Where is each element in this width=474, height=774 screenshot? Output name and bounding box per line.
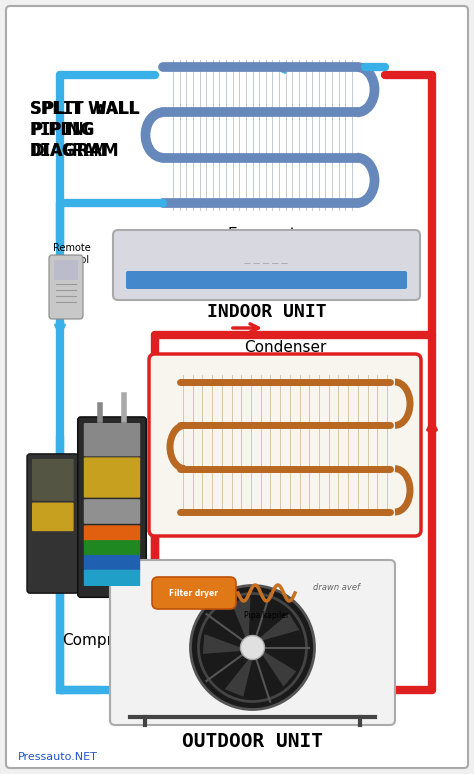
FancyBboxPatch shape bbox=[126, 271, 407, 289]
Text: Remote
Control: Remote Control bbox=[53, 243, 91, 265]
FancyBboxPatch shape bbox=[110, 560, 395, 725]
Text: OUTDOOR UNIT: OUTDOOR UNIT bbox=[182, 732, 323, 751]
FancyBboxPatch shape bbox=[6, 6, 468, 768]
FancyBboxPatch shape bbox=[84, 457, 140, 498]
Text: Pipa kapiler: Pipa kapiler bbox=[244, 611, 289, 620]
FancyBboxPatch shape bbox=[27, 454, 79, 593]
Text: Filter dryer: Filter dryer bbox=[170, 588, 219, 598]
Polygon shape bbox=[231, 598, 250, 645]
FancyBboxPatch shape bbox=[152, 577, 236, 609]
Text: INDOOR UNIT: INDOOR UNIT bbox=[207, 303, 326, 321]
Text: Compressor: Compressor bbox=[62, 633, 154, 648]
FancyBboxPatch shape bbox=[78, 417, 146, 598]
Polygon shape bbox=[203, 634, 248, 654]
FancyBboxPatch shape bbox=[84, 423, 140, 457]
Polygon shape bbox=[257, 648, 296, 687]
Text: SPLIT WALL
PIPING
DIAGRAM: SPLIT WALL PIPING DIAGRAM bbox=[30, 100, 139, 159]
Text: Evaporator: Evaporator bbox=[228, 227, 312, 242]
Polygon shape bbox=[254, 613, 300, 642]
FancyBboxPatch shape bbox=[113, 230, 420, 300]
FancyBboxPatch shape bbox=[149, 354, 421, 536]
FancyBboxPatch shape bbox=[84, 570, 140, 586]
FancyBboxPatch shape bbox=[84, 526, 140, 542]
FancyBboxPatch shape bbox=[84, 555, 140, 571]
FancyBboxPatch shape bbox=[54, 260, 78, 280]
FancyBboxPatch shape bbox=[32, 459, 73, 501]
FancyBboxPatch shape bbox=[84, 540, 140, 557]
Polygon shape bbox=[225, 652, 254, 697]
Text: — — — — —: — — — — — bbox=[245, 260, 289, 266]
Text: Condenser: Condenser bbox=[244, 340, 326, 355]
FancyBboxPatch shape bbox=[49, 255, 83, 319]
Text: SPLIT WALL
PIPING
DIAGRAM: SPLIT WALL PIPING DIAGRAM bbox=[30, 100, 140, 159]
Text: drawn avef: drawn avef bbox=[313, 583, 360, 592]
FancyBboxPatch shape bbox=[84, 499, 140, 524]
Text: Pressauto.NET: Pressauto.NET bbox=[18, 752, 98, 762]
Circle shape bbox=[240, 635, 264, 659]
FancyBboxPatch shape bbox=[32, 502, 73, 531]
Circle shape bbox=[191, 585, 315, 710]
